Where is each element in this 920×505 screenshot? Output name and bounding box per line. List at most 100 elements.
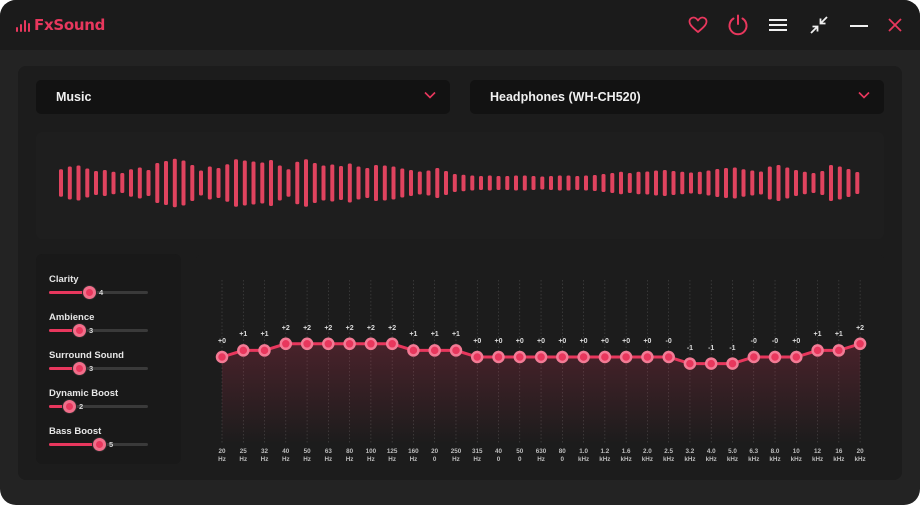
eq-band-knob[interactable] [385,337,399,351]
eq-band-frequency: 20 kHz [849,448,871,464]
eq-band-gain: -0 [665,338,672,345]
effect-slider-knob[interactable] [73,362,86,375]
eq-band-knob[interactable] [449,344,463,357]
eq-band-knob[interactable] [470,350,484,364]
eq-frequency-unit: Hz [388,456,396,463]
eq-band-knob[interactable] [300,337,314,351]
eq-band-knob[interactable] [747,350,761,364]
effect-slider-fill [49,405,69,408]
eq-band-knob[interactable] [556,350,569,364]
eq-band-knob[interactable] [215,350,229,364]
output-device-select[interactable]: Headphones (WH-CH520) [470,80,884,114]
minimize-button[interactable] [845,11,873,39]
eq-band-knob[interactable] [364,337,378,351]
visualizer-bar [767,166,772,200]
eq-band-knob[interactable] [343,337,356,351]
visualizer-bar [584,175,588,191]
eq-frequency-value: 40 [282,448,290,455]
visualizer-bar [776,165,781,201]
eq-band-knob[interactable] [704,357,718,370]
visualizer-bar [785,167,790,199]
effect-slider-knob[interactable] [73,324,86,337]
menu-button[interactable] [764,11,792,39]
visualizer-bar [759,171,763,195]
eq-band-frequency: 12 kHz [807,448,829,464]
favorite-button[interactable] [684,11,712,39]
eq-frequency-value: 12 [814,448,822,455]
visualizer-bar [76,165,81,201]
visualizer-bar [120,173,125,193]
visualizer-bar [234,159,238,207]
visualizer-bar [102,170,107,196]
eq-band-knob[interactable] [811,344,824,357]
eq-band-gain: +1 [813,331,822,339]
effect-slider-track[interactable] [49,367,148,370]
visualizer-bar [59,169,63,197]
eq-band-knob[interactable] [853,337,867,351]
visualizer-bar [636,171,641,195]
minimize-icon [850,25,868,27]
effect-slider-track[interactable] [49,329,148,332]
eq-band-knob[interactable] [641,350,654,364]
eq-band-gain: +0 [494,338,503,345]
preset-select[interactable]: Music [36,80,450,114]
eq-band-frequency: 5.0 kHz [721,448,743,464]
eq-frequency-unit: kHz [748,456,760,463]
effect-slider-fill [49,443,99,446]
eq-band-knob[interactable] [577,350,590,364]
effect-slider-knob[interactable] [83,286,96,299]
effect-slider-track[interactable] [49,405,148,408]
eq-band-knob[interactable] [619,350,633,364]
eq-band-knob[interactable] [279,337,293,351]
eq-band-gain: +0 [643,338,652,345]
eq-frequency-value: 125 [386,448,398,455]
eq-band-gain: +2 [281,324,290,332]
effect-value: 3 [89,364,94,373]
eq-band-knob[interactable] [513,350,527,364]
visualizer-bar [601,174,606,192]
eq-band-knob[interactable] [237,344,250,357]
power-button[interactable] [724,11,752,39]
eq-band-knob[interactable] [662,350,675,364]
close-button[interactable] [881,11,909,39]
eq-band-knob[interactable] [726,357,739,370]
visualizer-bar [435,168,440,198]
eq-band-gain: +2 [303,324,312,332]
effect-slider-track[interactable] [49,291,148,294]
visualizer-bar [129,169,133,197]
effects-panel: Clarity 4 Ambience 3 Surround Sound 3 Dynamic … [36,254,181,464]
eq-band-knob[interactable] [598,350,612,364]
eq-band-gain: -1 [686,344,694,352]
visualizer-bar [470,175,475,191]
visualizer-bar [330,164,335,202]
visualizer-bar [137,167,142,199]
eq-band-knob[interactable] [322,337,335,351]
app-logo: FxSound [16,14,105,36]
visualizer-bar [426,170,431,196]
eq-frequency-unit: Hz [367,456,375,463]
eq-band-gain: -1 [729,344,736,352]
eq-frequency-unit: Hz [345,456,354,463]
eq-band-knob[interactable] [258,344,271,357]
effect-slider-knob[interactable] [93,438,106,451]
eq-band-knob[interactable] [683,357,697,370]
visualizer-bar [662,170,667,196]
eq-band-knob[interactable] [492,350,505,364]
eq-frequency-value: 20 [431,448,439,455]
effect-slider-knob[interactable] [63,400,76,413]
eq-frequency-value: 1.6 [621,448,631,455]
eq-band-knob[interactable] [768,350,782,364]
visualizer-bar [689,172,693,194]
eq-band-gain: +1 [260,331,269,339]
eq-band-frequency: 1.2 kHz [594,448,616,464]
eq-band-knob[interactable] [534,350,548,364]
visualizer-bar [496,176,501,190]
visualizer-bar [540,176,545,190]
eq-band-frequency: 1.0 kHz [573,448,595,464]
eq-band-knob[interactable] [428,344,441,357]
eq-band-knob[interactable] [832,344,846,357]
mini-view-button[interactable] [805,11,833,39]
eq-frequency-value: 8.0 [770,448,780,455]
eq-band-knob[interactable] [407,344,420,357]
eq-band-knob[interactable] [790,350,803,364]
